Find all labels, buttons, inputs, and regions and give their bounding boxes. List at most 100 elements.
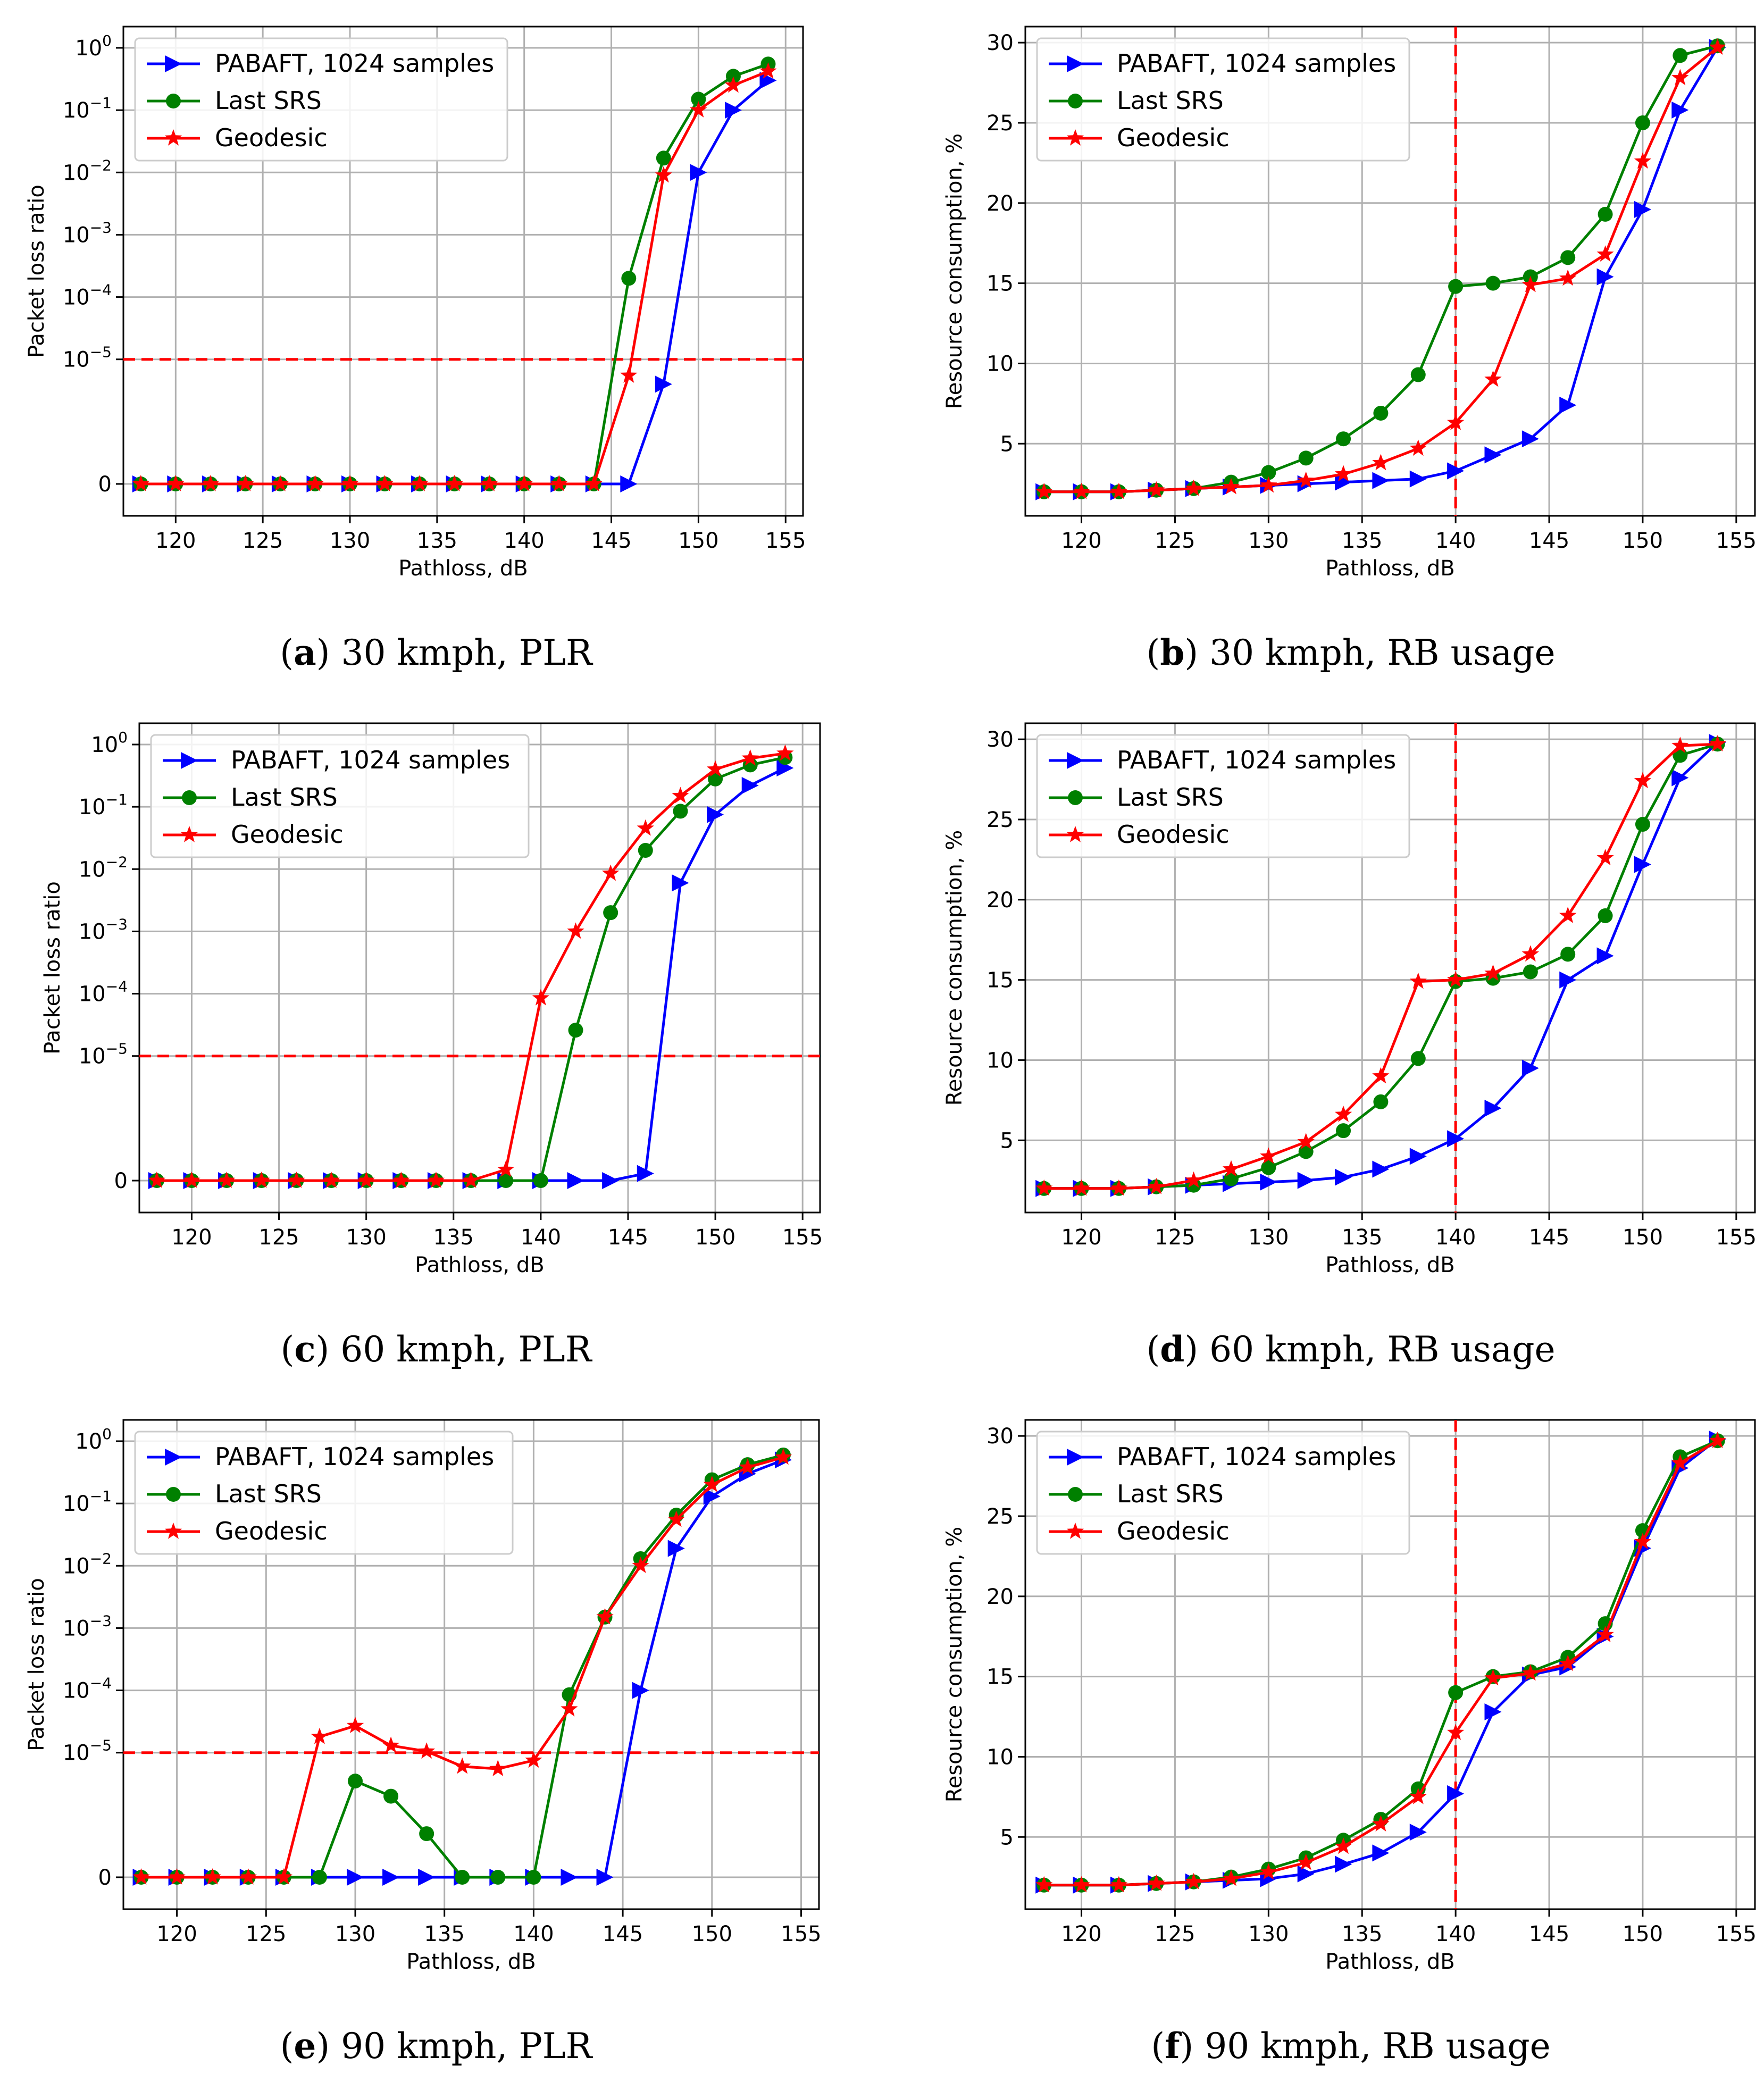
data-point bbox=[1484, 964, 1502, 981]
legend-label: PABAFT, 1024 samples bbox=[1117, 746, 1396, 774]
x-tick-label: 140 bbox=[504, 529, 545, 553]
x-axis-label: Pathloss, dB bbox=[415, 1253, 544, 1277]
plot-frame bbox=[1024, 26, 1756, 517]
y-tick-label: 10−4 bbox=[79, 978, 128, 1007]
data-point bbox=[602, 1172, 620, 1189]
data-point bbox=[1521, 1664, 1539, 1681]
x-tick-label: 120 bbox=[156, 1922, 197, 1946]
x-tick-label: 155 bbox=[1716, 1922, 1757, 1946]
data-point bbox=[165, 1449, 182, 1466]
y-tick-label: 10−4 bbox=[63, 281, 112, 310]
data-point bbox=[690, 101, 707, 118]
data-point bbox=[181, 752, 198, 769]
data-point bbox=[1222, 1869, 1240, 1886]
data-point bbox=[1409, 1148, 1427, 1165]
data-point bbox=[1709, 1432, 1726, 1448]
y-tick-label: 10−5 bbox=[63, 1737, 112, 1766]
data-point bbox=[1068, 790, 1083, 805]
data-point bbox=[418, 1742, 436, 1759]
x-tick-label: 120 bbox=[171, 1225, 212, 1250]
data-point bbox=[148, 1172, 165, 1188]
legend-label: Last SRS bbox=[215, 1479, 322, 1508]
data-point bbox=[1559, 971, 1577, 989]
y-tick-label: 10 bbox=[986, 1745, 1014, 1769]
x-axis-label: Pathloss, dB bbox=[406, 1950, 536, 1974]
plot-frame bbox=[1024, 1419, 1756, 1910]
data-point bbox=[1484, 446, 1502, 464]
y-tick-label: 100 bbox=[91, 729, 128, 757]
y-tick-label: 10−3 bbox=[63, 1612, 112, 1641]
x-tick-label: 120 bbox=[1061, 529, 1101, 553]
legend-label: PABAFT, 1024 samples bbox=[1117, 1442, 1396, 1471]
data-point bbox=[567, 922, 584, 939]
data-point bbox=[1260, 1863, 1277, 1880]
y-tick-label: 30 bbox=[986, 1424, 1014, 1449]
legend: PABAFT, 1024 samples Last SRS Geodesic bbox=[150, 734, 530, 858]
data-point bbox=[1336, 431, 1351, 447]
data-point bbox=[182, 790, 197, 805]
y-tick-label: 10−1 bbox=[63, 1487, 112, 1516]
data-point bbox=[585, 475, 603, 491]
series-geodesic bbox=[1035, 735, 1726, 1196]
data-point bbox=[707, 806, 724, 823]
data-point bbox=[1521, 1059, 1539, 1077]
y-tick-label: 10−1 bbox=[79, 791, 128, 820]
data-point bbox=[632, 1557, 649, 1573]
y-axis-label: Packet loss ratio bbox=[24, 185, 49, 358]
legend-label: Geodesic bbox=[1117, 123, 1230, 152]
legend: PABAFT, 1024 samples Last SRS Geodesic bbox=[1036, 734, 1410, 858]
data-point bbox=[1261, 465, 1276, 480]
data-point bbox=[376, 475, 394, 491]
data-point bbox=[1484, 370, 1502, 387]
data-point bbox=[306, 475, 324, 491]
data-point bbox=[168, 1868, 186, 1885]
data-point bbox=[632, 1682, 649, 1699]
data-point bbox=[561, 1700, 578, 1717]
data-point bbox=[341, 475, 359, 491]
data-point bbox=[275, 1868, 292, 1885]
data-point bbox=[1372, 1067, 1390, 1084]
legend-label: Geodesic bbox=[1117, 1517, 1230, 1545]
y-tick-label: 5 bbox=[1000, 432, 1014, 456]
x-tick-label: 150 bbox=[1623, 529, 1663, 553]
plot-frame bbox=[1024, 722, 1756, 1214]
x-tick-label: 130 bbox=[1248, 529, 1289, 553]
x-tick-label: 140 bbox=[1435, 529, 1476, 553]
legend-label: PABAFT, 1024 samples bbox=[1117, 49, 1396, 78]
plot-frame bbox=[138, 722, 821, 1214]
data-point bbox=[1298, 450, 1314, 466]
data-point bbox=[357, 1172, 375, 1188]
data-point bbox=[1073, 1876, 1090, 1893]
chart-c: 120 125 130 135 140 145 150 155 0 10−5 10−4 10−3 10−… bbox=[40, 722, 823, 1277]
data-point bbox=[673, 804, 688, 819]
y-tick-label: 25 bbox=[986, 111, 1014, 136]
x-tick-label: 125 bbox=[258, 1225, 299, 1250]
data-point bbox=[1409, 470, 1427, 488]
data-point bbox=[1635, 115, 1650, 130]
y-tick-label: 15 bbox=[986, 968, 1014, 993]
data-point bbox=[346, 1717, 364, 1733]
data-point bbox=[1336, 1123, 1351, 1139]
data-point bbox=[1334, 1106, 1352, 1122]
series-geodesic bbox=[132, 62, 777, 491]
legend-box bbox=[150, 734, 530, 858]
data-point bbox=[1671, 69, 1689, 86]
data-point bbox=[1559, 1654, 1577, 1671]
data-point bbox=[1410, 367, 1426, 382]
data-point bbox=[706, 760, 724, 777]
data-point bbox=[497, 1160, 515, 1177]
data-point bbox=[1068, 1487, 1083, 1502]
data-point bbox=[596, 1608, 614, 1625]
data-point bbox=[348, 1774, 363, 1789]
data-point bbox=[1035, 1179, 1053, 1196]
y-tick-label: 20 bbox=[986, 888, 1014, 913]
data-point bbox=[462, 1172, 480, 1188]
data-point bbox=[1372, 1815, 1390, 1832]
x-tick-label: 145 bbox=[1529, 529, 1569, 553]
data-point bbox=[237, 475, 254, 491]
data-point bbox=[165, 55, 182, 72]
data-point bbox=[655, 166, 672, 183]
data-point bbox=[703, 1487, 721, 1505]
x-tick-label: 135 bbox=[424, 1922, 465, 1946]
